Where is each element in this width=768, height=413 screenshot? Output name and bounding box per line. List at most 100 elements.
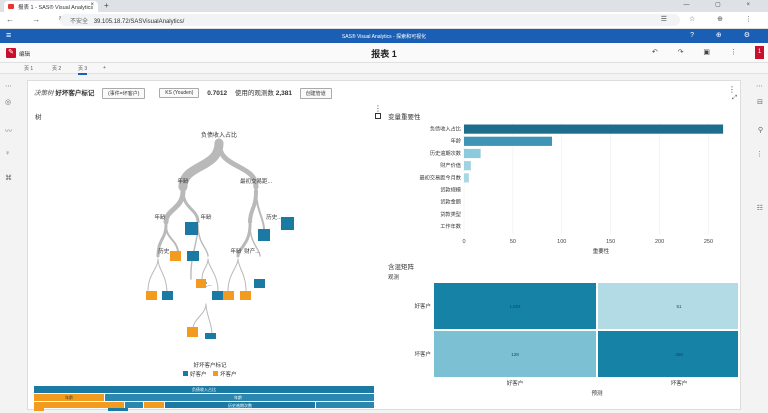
importance-bar[interactable] (464, 148, 481, 159)
variable-importance-chart[interactable]: 0 50 100 150 200 250 负债收入占比年龄历史逾期次数财产价值最初交易距今月… (376, 119, 738, 257)
left-sidebar: ⋯ ◎ 〰 ♀ ⌘ (0, 74, 18, 413)
matrix-cell[interactable] (434, 283, 596, 329)
sas-favicon-icon (8, 4, 14, 9)
var-importance-title: 变量重要性 (388, 114, 421, 121)
tree-split-label: 财产... (244, 247, 260, 255)
decision-tree[interactable]: 负债收入占比 年龄年龄年龄最初交易距...历史...历史...年龄财产...历史… (28, 119, 378, 411)
tree-leaf-node[interactable] (187, 251, 199, 261)
url-text: 39.105.18.72/SASVisualAnalytics/ (93, 19, 185, 25)
insecure-label: 不安全 (70, 19, 89, 25)
menu-icon[interactable]: ≡ (6, 30, 12, 40)
edit-label[interactable]: 编辑 (19, 52, 31, 58)
tree-leaf-node[interactable] (146, 291, 157, 300)
panel-toggle-icon[interactable] (375, 113, 381, 119)
tree-overview[interactable]: 负债收入占比 年龄 年龄 历史逾期次数 (34, 386, 374, 411)
importance-bar[interactable] (464, 136, 552, 146)
tree-leaf-node[interactable] (205, 333, 216, 339)
tree-leaf-node[interactable] (196, 279, 206, 288)
x-tick-label: 100 (557, 239, 566, 245)
tree-leaf-node[interactable] (281, 217, 294, 230)
panel-more-icon[interactable]: ⋮ (374, 104, 382, 113)
report-canvas: ⋮ ⤢ 决策树 好坏客户标记 (事件=坏客户) KS (Youden) 0.70… (27, 80, 741, 411)
sidebar-more-icon[interactable]: ⋯ (5, 83, 12, 90)
variable-label: 最初交易距今月数 (419, 173, 461, 181)
create-pipeline-button[interactable]: 创建管道 (299, 87, 332, 99)
page-tab[interactable]: 页 2 (52, 66, 62, 72)
matrix-cell[interactable] (434, 331, 596, 377)
page-tab[interactable]: 页 3 (78, 65, 88, 75)
window-controls[interactable]: — ▢ × (683, 2, 762, 8)
legend-label-bad: 坏客户 (220, 370, 237, 378)
filters-icon[interactable]: ☷ (756, 205, 763, 212)
importance-bar[interactable] (464, 161, 471, 171)
canvas-more-icon[interactable]: ⋮ (728, 85, 736, 94)
panel-controls[interactable]: ⋮ (374, 105, 384, 127)
close-tab-icon[interactable]: × (90, 2, 94, 8)
variable-label: 贷款类型 (440, 210, 461, 218)
importance-bar[interactable] (464, 124, 724, 134)
col-label: 好客户 (507, 379, 524, 387)
page-tabs: 页 1 页 2 页 3 + (0, 63, 768, 75)
report-toolbar-icons[interactable]: ↶ ↷ ▣ ⋮ (651, 49, 746, 56)
tree-leaf-node[interactable] (223, 291, 234, 300)
cell-value: 128 (511, 352, 519, 357)
page-tab[interactable]: 页 1 (24, 66, 34, 72)
nav-buttons[interactable]: ← → ↻ (6, 15, 74, 24)
variable-label: 负债收入占比 (430, 125, 461, 133)
matrix-cell[interactable] (598, 283, 738, 329)
tree-leaf-node[interactable] (254, 279, 265, 288)
pane-more-icon[interactable]: ⋯ (756, 83, 763, 90)
x-axis-label: 重要性 (593, 247, 610, 255)
fit-stat-button[interactable]: KS (Youden) (159, 88, 200, 99)
add-page-button[interactable]: + (103, 65, 106, 71)
edit-icon[interactable]: ✎ (6, 48, 16, 58)
cell-value: 368 (675, 352, 683, 357)
suggestions-icon[interactable]: ♀ (5, 150, 11, 157)
tree-split-label: 最初交易距... (240, 177, 273, 185)
tree-leaf-node[interactable] (185, 222, 198, 235)
variable-label: 年龄 (451, 137, 462, 145)
x-tick-label: 50 (510, 239, 516, 245)
url-field[interactable]: 不安全 39.105.18.72/SASVisualAnalytics/ (60, 14, 680, 26)
objects-icon[interactable]: 〰 (5, 128, 12, 135)
browser-tab-bar: 报表 1 - SAS® Visual Analytics × + — ▢ × (0, 0, 768, 12)
roles-icon[interactable]: ⚲ (757, 127, 763, 134)
cell-value: 1,834 (509, 304, 521, 309)
tree-leaf-node[interactable] (170, 251, 181, 261)
browser-tab[interactable]: 报表 1 - SAS® Visual Analytics × (4, 1, 98, 12)
variable-label: 工作年数 (440, 222, 462, 230)
legend-swatch-good (183, 371, 188, 376)
tree-root-label: 负债收入占比 (201, 131, 237, 139)
tree-leaf-node[interactable] (240, 291, 251, 300)
outline-icon[interactable]: ⌘ (5, 175, 12, 182)
obs-value: 2,381 (275, 90, 292, 97)
icicle-label-r: 年龄 (234, 394, 242, 400)
importance-bar[interactable] (464, 173, 469, 183)
data-icon[interactable]: ◎ (5, 99, 12, 106)
right-pane-badge[interactable]: 1 (755, 46, 764, 59)
row-label: 坏客户 (414, 350, 431, 358)
legend-swatch-bad (213, 371, 218, 376)
options-icon[interactable]: ⊟ (757, 99, 763, 106)
new-tab-button[interactable]: + (104, 1, 109, 10)
object-type-label: 决策树 (34, 90, 54, 97)
decision-tree-header: 决策树 好坏客户标记 (事件=坏客户) KS (Youden) 0.7012 使… (34, 87, 338, 99)
app-bar-icons[interactable]: ? ⊕ ⚙ (690, 32, 760, 39)
matrix-cell[interactable] (598, 331, 738, 377)
fit-stat-value: 0.7012 (207, 90, 228, 97)
legend-label-good: 好客户 (190, 370, 207, 378)
variable-label: 贷款规模 (440, 186, 461, 194)
target-variable: 好坏客户标记 (55, 90, 95, 97)
observed-axis-label: 观测 (388, 275, 400, 281)
legend-title: 好坏客户标记 (193, 361, 227, 369)
event-level-button[interactable]: (事件=坏客户) (102, 87, 146, 99)
maximize-icon[interactable]: ⤢ (732, 95, 737, 101)
tree-leaf-node[interactable] (258, 229, 270, 241)
sas-app-bar: ≡ SAS® Visual Analytics - 探索和可视化 ? ⊕ ⚙ (0, 29, 768, 43)
browser-toolbar-icons[interactable]: ☰ ☆ ⊕ ⋮ (660, 16, 762, 23)
tree-leaf-node[interactable] (162, 291, 173, 300)
actions-icon[interactable]: ⋮ (756, 151, 763, 158)
tree-leaf-node[interactable] (212, 291, 223, 300)
tree-leaf-node[interactable] (187, 327, 198, 337)
